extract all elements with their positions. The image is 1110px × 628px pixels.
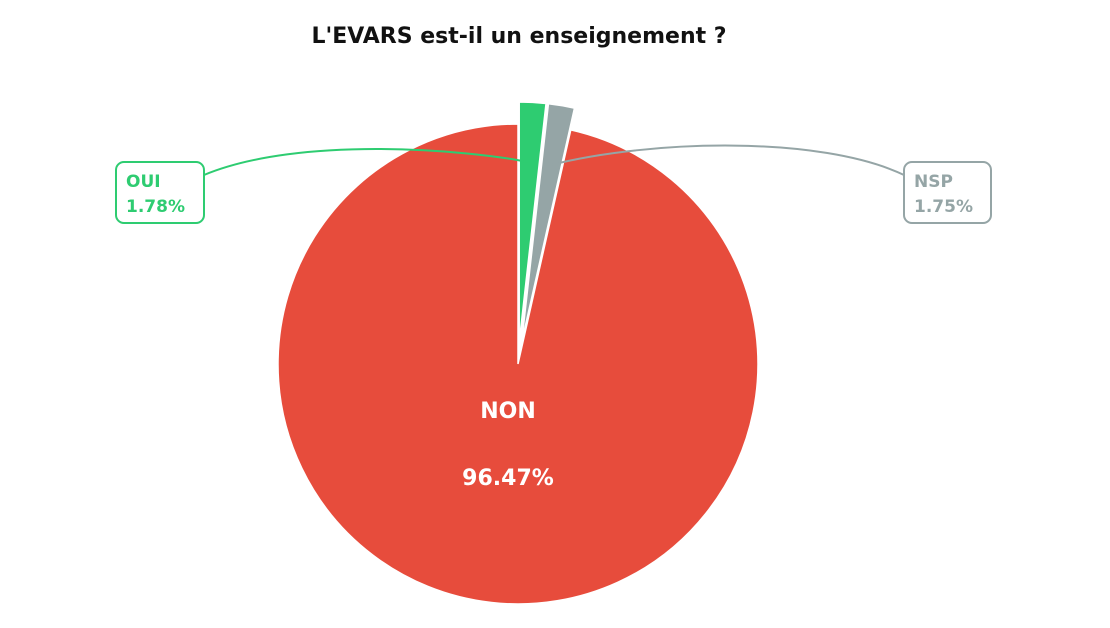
slice-value-non: 96.47% xyxy=(462,466,554,491)
callout-line-nsp xyxy=(551,144,905,176)
slice-value-oui: 1.78% xyxy=(126,197,185,217)
slice-label-non: NON xyxy=(480,399,536,424)
callout-box-nsp xyxy=(903,161,992,224)
slice-label-nsp: NSP xyxy=(914,172,953,192)
pie-slice-non xyxy=(277,123,759,605)
callout-oui: OUI 1.78% xyxy=(115,161,205,224)
callout-nsp: NSP 1.75% xyxy=(903,161,992,224)
slice-label-oui: OUI xyxy=(126,172,161,192)
callout-line-oui xyxy=(203,148,530,176)
chart-title: L'EVARS est-il un enseignement ? xyxy=(311,24,726,49)
callout-box-oui xyxy=(115,161,205,224)
slice-value-nsp: 1.75% xyxy=(914,197,973,217)
